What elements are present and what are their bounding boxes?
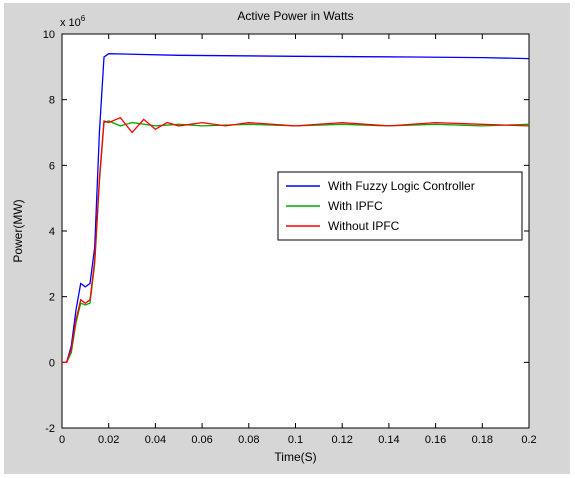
legend-label: Without IPFC	[328, 219, 400, 233]
series-line	[62, 53, 530, 363]
y-exponent-power: 6	[81, 14, 86, 23]
y-exponent-label: x 106	[60, 14, 86, 29]
x-tick-label: 0.06	[191, 434, 212, 446]
legend: With Fuzzy Logic Controller With IPFC With…	[277, 171, 523, 241]
series-line	[62, 120, 530, 363]
series-group	[62, 53, 530, 363]
chart-title: Active Power in Watts	[237, 9, 353, 23]
legend-label: With Fuzzy Logic Controller	[328, 179, 475, 193]
y-tick-label: 4	[49, 226, 55, 238]
y-tick-label: 2	[49, 292, 55, 304]
y-tick-label: 10	[43, 29, 55, 41]
x-tick-label: 0.12	[331, 434, 352, 446]
x-tick-label: 0	[59, 434, 65, 446]
y-tick-label: 8	[49, 95, 55, 107]
series-line	[62, 116, 530, 363]
x-tick-label: 0.18	[472, 434, 493, 446]
x-tick-label: 0.1	[288, 434, 303, 446]
x-axis-label: Time(S)	[274, 450, 316, 464]
y-tick-label: -2	[45, 423, 55, 435]
x-tick-label: 0.14	[378, 434, 399, 446]
x-tick-label: 0.02	[98, 434, 119, 446]
y-tick-label: 0	[49, 357, 55, 369]
x-tick-label: 0.04	[145, 434, 166, 446]
y-axis-label: Power(MW)	[11, 199, 25, 262]
legend-box	[277, 171, 523, 241]
x-tick-label: 0.2	[521, 434, 536, 446]
y-tick-label: 6	[49, 160, 55, 172]
x-tick-label: 0.16	[425, 434, 446, 446]
legend-label: With IPFC	[328, 199, 383, 213]
y-exponent-base: x 10	[60, 17, 81, 29]
x-tick-label: 0.08	[238, 434, 259, 446]
axes-group: 0 0.02 0.04 0.06 0.08 0.1 0.12 0.14 0.16 0.18 0.2 -…	[43, 29, 537, 446]
